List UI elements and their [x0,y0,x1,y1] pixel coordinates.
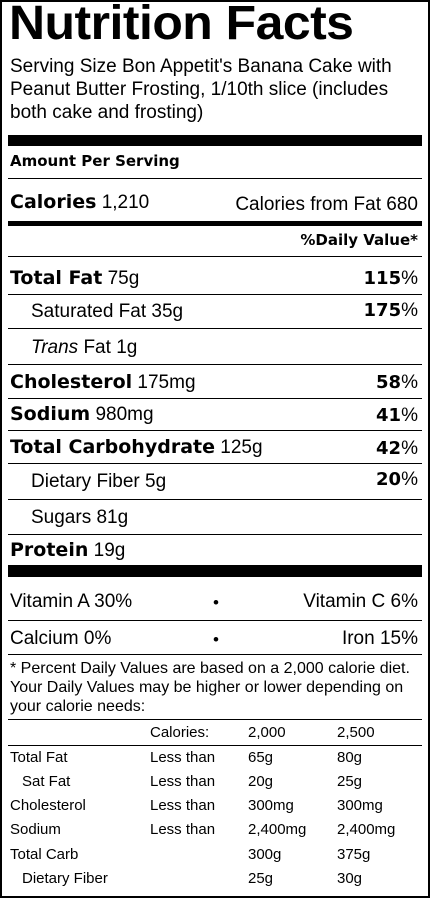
dietary-fiber-label: Dietary Fiber [31,471,140,492]
divider [8,463,422,464]
ref-row-2000: 300g [248,846,282,863]
divider [8,398,422,399]
divider [8,719,422,720]
bullet: • [213,630,219,649]
cholesterol-amount: 175mg [137,372,196,393]
sodium-amount: 980mg [95,404,154,425]
total-fat-amount: 75g [107,268,140,289]
divider [8,256,422,257]
total-carb-label: Total Carbohydrate [10,436,215,458]
ref-row-label: Total Carb [10,846,79,863]
ref-row-2000: 65g [248,749,274,766]
saturated-fat-dv: 175% [363,300,418,321]
ref-header-2500: 2,500 [337,724,375,741]
sugars-amount: 81g [96,507,129,528]
calcium: Calcium 0% [10,628,112,649]
medium-divider [8,221,422,226]
amount-per-serving: Amount Per Serving [10,152,180,170]
saturated-fat-row: Saturated Fat 35g [31,301,183,323]
ref-row-2000: 25g [248,870,274,887]
calories-value: 1,210 [101,192,150,213]
ref-row-qualifier: Less than [150,773,216,790]
ref-row-label: Dietary Fiber [22,870,108,887]
ref-row-2500: 300mg [337,797,383,814]
sodium-dv: 41% [376,405,418,426]
divider [8,654,422,655]
serving-size: Serving Size Bon Appetit's Banana Cake w… [10,56,392,123]
ref-row-qualifier: Less than [150,749,216,766]
protein-amount: 19g [93,540,126,561]
ref-row-qualifier: Less than [150,821,216,838]
trans-fat-amount: 1g [116,337,138,358]
cholesterol-row: Cholesterol 175mg [10,371,196,394]
calories-from-fat: Calories from Fat 680 [235,194,418,216]
cholesterol-dv: 58% [376,372,418,393]
footnote: * Percent Daily Values are based on a 2,… [10,660,410,715]
protein-label: Protein [10,539,89,561]
total-fat-dv: 115% [363,268,418,289]
trans-fat-row: Trans Fat 1g [31,337,137,359]
ref-row-label: Total Fat [10,749,68,766]
divider [8,499,422,500]
trans-fat-label-rest: Fat [83,337,111,358]
protein-row: Protein 19g [10,539,125,562]
thick-divider [8,565,422,577]
divider [8,178,422,179]
ref-row-2500: 2,400mg [337,821,396,838]
divider [8,745,422,746]
total-fat-row: Total Fat 75g [10,267,139,290]
divider [8,364,422,365]
sodium-label: Sodium [10,403,91,425]
sugars-label: Sugars [31,507,92,528]
dietary-fiber-row: Dietary Fiber 5g [31,471,166,493]
saturated-fat-amount: 35g [151,301,184,322]
calories-row: Calories 1,210 [10,191,149,214]
saturated-fat-label: Saturated Fat [31,301,147,322]
divider [8,294,422,295]
iron: Iron 15% [341,628,418,649]
ref-row-2500: 80g [337,749,363,766]
ref-row-qualifier: Less than [150,797,216,814]
ref-row-2000: 300mg [248,797,294,814]
bullet: • [213,593,219,612]
total-carb-amount: 125g [220,437,263,458]
cholesterol-label: Cholesterol [10,371,133,393]
sugars-row: Sugars 81g [31,507,128,529]
thick-divider [8,135,422,146]
label-title: Nutrition Facts [9,0,354,50]
calories-label: Calories [10,191,97,213]
ref-row-label: Sodium [10,821,61,838]
ref-row-label: Sat Fat [22,773,71,790]
divider [8,430,422,431]
total-carb-row: Total Carbohydrate 125g [10,436,263,459]
ref-header-2000: 2,000 [248,724,286,741]
vitamin-a: Vitamin A 30% [10,591,133,612]
dietary-fiber-amount: 5g [145,471,167,492]
ref-row-2000: 20g [248,773,274,790]
trans-fat-label: Trans [31,337,79,358]
ref-row-label: Cholesterol [10,797,86,814]
daily-value-header: %Daily Value* [300,231,418,249]
total-carb-dv: 42% [376,438,418,459]
calories-from-fat-label: Calories from Fat [235,194,382,215]
sodium-row: Sodium 980mg [10,403,154,426]
ref-row-2500: 30g [337,870,363,887]
divider [8,328,422,329]
total-fat-label: Total Fat [10,267,103,289]
divider [8,620,422,621]
divider [8,534,422,535]
ref-row-2500: 375g [337,846,371,863]
vitamin-c: Vitamin C 6% [303,591,418,612]
ref-row-2000: 2,400mg [248,821,307,838]
calories-from-fat-value: 680 [386,194,418,215]
ref-row-2500: 25g [337,773,363,790]
dietary-fiber-dv: 20% [376,469,418,490]
ref-header-calories: Calories: [150,724,210,741]
